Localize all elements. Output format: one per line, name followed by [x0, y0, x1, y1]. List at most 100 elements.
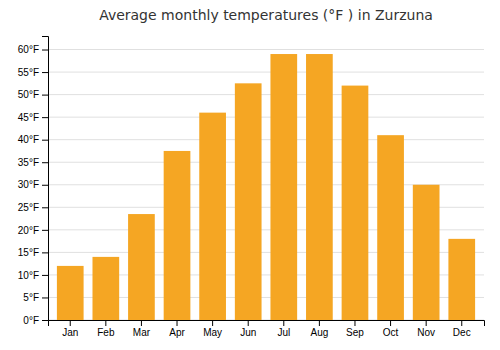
x-tick-label: Jun [240, 327, 256, 338]
y-tick-label: 15°F [18, 247, 39, 258]
bar [270, 54, 297, 320]
x-tick-label: Aug [310, 327, 328, 338]
bars [57, 54, 475, 320]
y-tick: 35°F [18, 157, 48, 168]
x-tick-mark [212, 320, 213, 326]
y-tick-mark [42, 252, 48, 253]
bar [448, 239, 475, 320]
x-axis: Jan Feb Mar Apr May Jun Jul Aug Sep Oct Nov Dec [49, 320, 485, 338]
y-tick-mark [42, 117, 48, 118]
y-tick-label: 5°F [23, 292, 39, 303]
bar [92, 257, 119, 320]
y-tick-label: 10°F [18, 270, 39, 281]
x-tick-label: Jul [277, 327, 290, 338]
y-axis-line [42, 37, 49, 321]
grid-line [48, 162, 484, 163]
grid-line [48, 49, 484, 50]
x-tick-mark [426, 320, 427, 326]
y-tick: 10°F [18, 270, 48, 281]
y-tick-label: 30°F [18, 179, 39, 190]
y-tick-mark [42, 275, 48, 276]
x-tick-mark [461, 320, 462, 326]
x-tick: May [203, 320, 222, 338]
x-tick-mark [70, 320, 71, 326]
y-tick: 5°F [23, 292, 48, 303]
x-tick-mark [283, 320, 284, 326]
x-tick-label: Dec [453, 327, 471, 338]
x-tick: Dec [453, 320, 471, 338]
x-tick: Apr [169, 320, 185, 338]
grid [48, 50, 484, 320]
title: Average monthly temperatures (°F ) in Zu… [99, 7, 433, 23]
y-tick-label: 20°F [18, 225, 39, 236]
y-tick-mark [42, 95, 48, 96]
y-tick-mark [42, 140, 48, 141]
y-tick-mark [42, 72, 48, 73]
y-tick: 60°F [18, 44, 48, 55]
x-tick: Jun [240, 320, 256, 338]
x-tick-label: Jan [62, 327, 78, 338]
y-tick: 20°F [18, 225, 48, 236]
y-tick-label: 55°F [18, 67, 39, 78]
y-tick-mark [42, 50, 48, 51]
x-tick-label: Apr [169, 327, 185, 338]
x-tick-label: Nov [417, 327, 435, 338]
x-tick: Mar [133, 320, 151, 338]
y-tick-label: 50°F [18, 89, 39, 100]
bar [306, 54, 333, 320]
y-tick-label: 45°F [18, 112, 39, 123]
bar [235, 83, 262, 320]
y-tick: 45°F [18, 112, 48, 123]
y-tick: 15°F [18, 247, 48, 258]
y-tick-label: 25°F [18, 202, 39, 213]
x-tick-label: Sep [346, 327, 364, 338]
x-tick: Jan [62, 320, 78, 338]
x-tick-label: Feb [97, 327, 115, 338]
y-tick: 0°F [23, 315, 48, 326]
bar [199, 113, 226, 320]
x-tick-mark [354, 320, 355, 326]
x-tick: Jul [277, 320, 290, 338]
x-tick-mark [390, 320, 391, 326]
x-tick-label: Oct [383, 327, 399, 338]
x-tick-mark [105, 320, 106, 326]
grid-line [48, 117, 484, 118]
bar [57, 266, 84, 320]
x-tick-mark [141, 320, 142, 326]
y-tick-label: 0°F [23, 315, 39, 326]
y-tick-label: 35°F [18, 157, 39, 168]
x-tick: Feb [97, 320, 115, 338]
y-tick-mark [42, 185, 48, 186]
x-tick: Oct [383, 320, 399, 338]
x-tick-label: Mar [133, 327, 151, 338]
y-tick: 30°F [18, 179, 48, 190]
plot: 0°F 5°F 10°F 15°F 20°F 25°F 30°F 35°F 40°F 45°F 50… [18, 37, 485, 339]
y-tick-label: 60°F [18, 44, 39, 55]
bar [164, 151, 191, 320]
y-tick-label: 40°F [18, 134, 39, 145]
x-tick-label: May [203, 327, 222, 338]
y-tick-mark [42, 230, 48, 231]
x-tick: Aug [310, 320, 328, 338]
x-tick: Nov [417, 320, 435, 338]
bar [342, 86, 369, 320]
y-tick: 55°F [18, 67, 48, 78]
bar [128, 214, 155, 320]
y-axis: 0°F 5°F 10°F 15°F 20°F 25°F 30°F 35°F 40°F 45°F 50… [18, 37, 49, 326]
y-tick-mark [42, 207, 48, 208]
x-tick: Sep [346, 320, 364, 338]
grid-line [48, 94, 484, 95]
y-tick: 50°F [18, 89, 48, 100]
grid-line [48, 72, 484, 73]
y-tick-mark [42, 320, 48, 321]
x-tick-mark [177, 320, 178, 326]
x-tick-mark [248, 320, 249, 326]
y-tick: 25°F [18, 202, 48, 213]
bar [377, 135, 404, 320]
grid-line [48, 139, 484, 140]
bar [413, 185, 440, 320]
y-tick-mark [42, 162, 48, 163]
x-tick-mark [319, 320, 320, 326]
chart: 0°F 5°F 10°F 15°F 20°F 25°F 30°F 35°F 40°F 45°F 50… [0, 0, 500, 350]
x-axis-line [49, 321, 485, 327]
